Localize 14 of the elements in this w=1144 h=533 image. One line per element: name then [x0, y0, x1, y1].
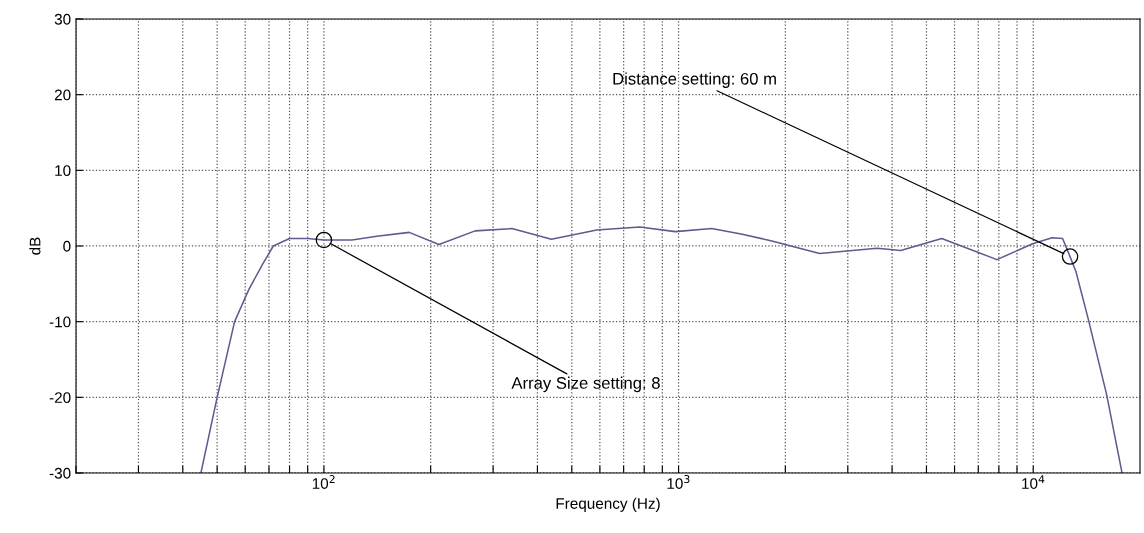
annotation: Distance setting: 60 m — [613, 72, 776, 88]
annotation: Array Size setting: 8 — [511, 376, 660, 393]
y-tick-label: -30 — [49, 467, 71, 479]
x-tick-label: 10$^{3}$ — [667, 475, 690, 489]
x-axis-title: Frequency (Hz) — [556, 497, 660, 512]
x-tick-label: 10$^{4}$ — [1022, 475, 1045, 489]
y-tick-label: -20 — [49, 392, 71, 404]
y-axis-title: dB — [29, 237, 41, 255]
x-tick-label: 10$^{2}$ — [312, 475, 335, 489]
y-tick-label: 0 — [63, 240, 71, 252]
y-tick-label: -10 — [49, 316, 71, 328]
y-tick-label: 20 — [54, 89, 71, 101]
y-tick-label: 30 — [54, 13, 71, 25]
y-tick-label: 10 — [55, 165, 71, 177]
